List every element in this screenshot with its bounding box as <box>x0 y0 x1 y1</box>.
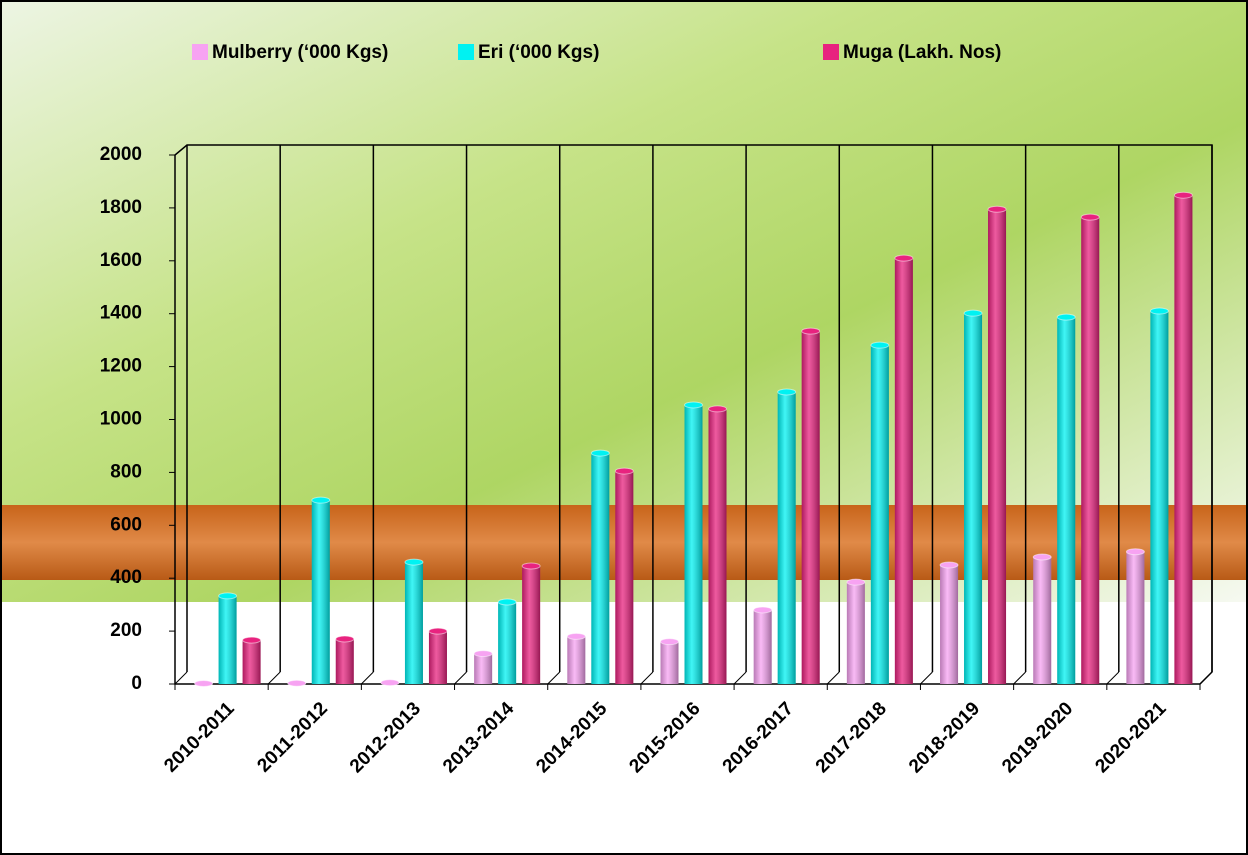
bar-shade <box>778 392 796 684</box>
legend-swatch <box>192 44 208 60</box>
bar-top <box>381 680 399 686</box>
bar-top <box>778 389 796 395</box>
bar-top <box>567 633 585 639</box>
bar-shade <box>685 405 703 684</box>
y-tick-label: 1200 <box>100 356 142 377</box>
bar-top <box>871 342 889 348</box>
bar-shade <box>1174 195 1192 684</box>
bar-top <box>847 579 865 585</box>
bar-top <box>336 636 354 642</box>
bar-top <box>591 450 609 456</box>
bar-shade <box>754 610 772 684</box>
y-tick-label: 2000 <box>100 144 142 165</box>
bar-shade <box>1057 317 1075 684</box>
y-tick-label: 800 <box>110 461 142 482</box>
bar-top <box>243 637 261 643</box>
bar-shade <box>498 602 516 684</box>
y-tick-label: 0 <box>131 673 142 694</box>
bar-top <box>498 599 516 605</box>
bar-shade <box>709 409 727 684</box>
legend-label: Muga (Lakh. Nos) <box>843 42 1001 63</box>
legend-label: Mulberry (‘000 Kgs) <box>212 42 388 63</box>
bar-top <box>802 328 820 334</box>
bar-shade <box>1081 217 1099 684</box>
chart: 0 200 400 600 800 1000 1200 1400 1600 1800 2000 Mul… <box>0 0 1248 855</box>
legend-label: Eri (‘000 Kgs) <box>478 42 599 63</box>
y-tick-label: 400 <box>110 567 142 588</box>
bar-shade <box>661 642 679 684</box>
y-tick-label: 1400 <box>100 303 142 324</box>
legend-swatch <box>823 44 839 60</box>
y-tick-label: 1800 <box>100 197 142 218</box>
bar-top <box>661 639 679 645</box>
bar-shade <box>615 471 633 684</box>
bar-top <box>1174 192 1192 198</box>
bar-shade <box>871 345 889 684</box>
bar-shade <box>1150 311 1168 684</box>
bar-top <box>1057 314 1075 320</box>
bar-shade <box>336 639 354 684</box>
y-tick-label: 200 <box>110 620 142 641</box>
bar-shade <box>940 565 958 684</box>
y-tick-label: 1600 <box>100 250 142 271</box>
bar-shade <box>567 636 585 684</box>
bar-top <box>195 680 213 686</box>
bar-top <box>964 310 982 316</box>
y-tick-label: 1000 <box>100 409 142 430</box>
bar-top <box>522 563 540 569</box>
bar-top <box>1033 554 1051 560</box>
bar-top <box>615 468 633 474</box>
bar-shade <box>1033 557 1051 684</box>
bar-top <box>219 593 237 599</box>
bar-top <box>709 406 727 412</box>
bar-top <box>895 255 913 261</box>
bar-top <box>685 402 703 408</box>
bar-shade <box>312 500 330 684</box>
bar-shade <box>219 596 237 684</box>
bar-top <box>754 607 772 613</box>
legend-swatch <box>458 44 474 60</box>
bar-top <box>474 651 492 657</box>
bar-top <box>988 206 1006 212</box>
bar-shade <box>474 654 492 684</box>
bar-top <box>1150 308 1168 314</box>
page: {"chart_data": {"type": "bar", "categori… <box>0 0 1248 855</box>
bar-shade <box>243 640 261 684</box>
bar-shade <box>802 331 820 684</box>
y-tick-label: 600 <box>110 514 142 535</box>
bar-top <box>405 559 423 565</box>
bar-shade <box>591 453 609 684</box>
bar-top <box>288 680 306 686</box>
bar-shade <box>405 562 423 684</box>
bar-shade <box>895 258 913 684</box>
bar-shade <box>964 313 982 684</box>
bar-top <box>1126 549 1144 555</box>
bar-top <box>1081 214 1099 220</box>
bar-shade <box>988 209 1006 684</box>
bar-top <box>312 497 330 503</box>
bar-top <box>429 628 447 634</box>
bar-top <box>940 562 958 568</box>
bar-shade <box>847 582 865 684</box>
bar-shade <box>429 631 447 684</box>
bar-shade <box>522 566 540 684</box>
bar-shade <box>1126 552 1144 684</box>
